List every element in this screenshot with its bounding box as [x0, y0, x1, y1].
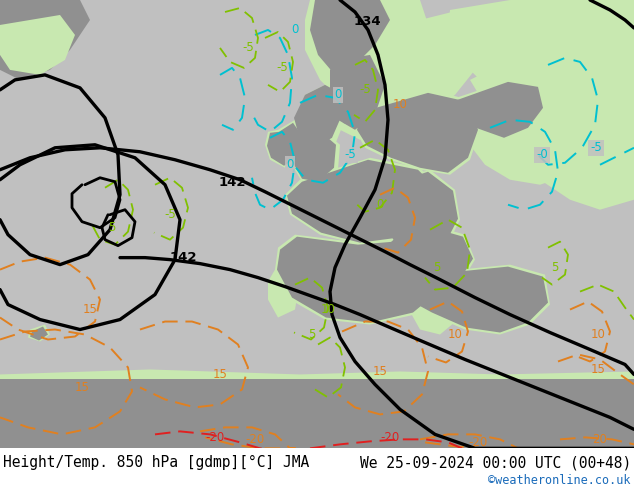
Text: -5: -5 [242, 42, 254, 54]
Polygon shape [452, 82, 543, 138]
Polygon shape [30, 326, 48, 341]
Text: ©weatheronline.co.uk: ©weatheronline.co.uk [488, 474, 631, 487]
Polygon shape [472, 110, 590, 185]
Polygon shape [310, 0, 390, 75]
Polygon shape [387, 227, 473, 293]
Text: Height/Temp. 850 hPa [gdmp][°C] JMA: Height/Temp. 850 hPa [gdmp][°C] JMA [3, 455, 309, 470]
Polygon shape [325, 50, 390, 140]
Polygon shape [118, 412, 145, 426]
Polygon shape [298, 85, 345, 155]
Polygon shape [268, 255, 300, 318]
Text: -20: -20 [245, 433, 264, 446]
Text: -20: -20 [469, 436, 488, 449]
Polygon shape [540, 110, 620, 178]
Polygon shape [368, 20, 450, 130]
Polygon shape [0, 0, 634, 448]
Text: 5: 5 [308, 328, 316, 341]
Polygon shape [285, 158, 440, 245]
Polygon shape [385, 225, 475, 294]
Polygon shape [0, 369, 634, 448]
Text: 0: 0 [291, 24, 299, 36]
Text: 10: 10 [448, 328, 462, 341]
Text: -20: -20 [380, 431, 399, 444]
Polygon shape [341, 92, 373, 128]
Text: 142: 142 [169, 251, 197, 264]
Polygon shape [28, 324, 50, 342]
Polygon shape [265, 120, 305, 168]
Text: 0: 0 [377, 198, 384, 211]
Polygon shape [294, 85, 342, 148]
Text: 20: 20 [593, 433, 607, 446]
Polygon shape [410, 267, 548, 333]
Polygon shape [0, 379, 634, 448]
Text: -5: -5 [164, 208, 176, 221]
Text: -5: -5 [344, 148, 356, 161]
Polygon shape [470, 60, 545, 120]
Polygon shape [305, 0, 430, 110]
Polygon shape [0, 379, 634, 448]
Text: 142: 142 [218, 176, 246, 189]
Text: 15: 15 [373, 365, 387, 378]
Text: -5: -5 [590, 141, 602, 154]
Text: -0: -0 [536, 148, 548, 161]
Text: 15: 15 [75, 381, 89, 394]
Polygon shape [387, 172, 458, 263]
Polygon shape [0, 15, 75, 75]
Text: 134: 134 [353, 16, 381, 28]
Text: 15: 15 [590, 363, 605, 376]
Text: We 25-09-2024 00:00 UTC (00+48): We 25-09-2024 00:00 UTC (00+48) [359, 455, 631, 470]
Polygon shape [448, 0, 530, 85]
Text: 15: 15 [82, 303, 98, 316]
Text: -5: -5 [359, 83, 371, 97]
Polygon shape [330, 55, 385, 130]
Polygon shape [287, 160, 438, 243]
Text: 5: 5 [108, 221, 115, 234]
Text: 0: 0 [334, 88, 342, 101]
Polygon shape [357, 93, 478, 173]
Text: 10: 10 [321, 303, 335, 316]
Polygon shape [410, 285, 460, 335]
Polygon shape [275, 235, 450, 324]
Polygon shape [408, 265, 550, 335]
Text: -20: -20 [205, 431, 224, 444]
Text: 10: 10 [590, 328, 605, 341]
Polygon shape [277, 237, 448, 322]
Polygon shape [385, 170, 460, 265]
Text: -5: -5 [276, 61, 288, 74]
Text: 10: 10 [392, 98, 408, 111]
Polygon shape [450, 80, 545, 140]
Polygon shape [340, 90, 375, 130]
Polygon shape [415, 10, 480, 110]
Polygon shape [293, 133, 336, 182]
Polygon shape [355, 90, 480, 175]
Text: 0: 0 [287, 158, 294, 172]
Polygon shape [152, 415, 173, 427]
Text: 15: 15 [212, 368, 228, 381]
Polygon shape [505, 0, 634, 210]
Text: 5: 5 [552, 261, 559, 274]
Polygon shape [0, 0, 90, 80]
Polygon shape [292, 132, 340, 185]
Polygon shape [267, 123, 302, 166]
Text: 5: 5 [433, 261, 441, 274]
